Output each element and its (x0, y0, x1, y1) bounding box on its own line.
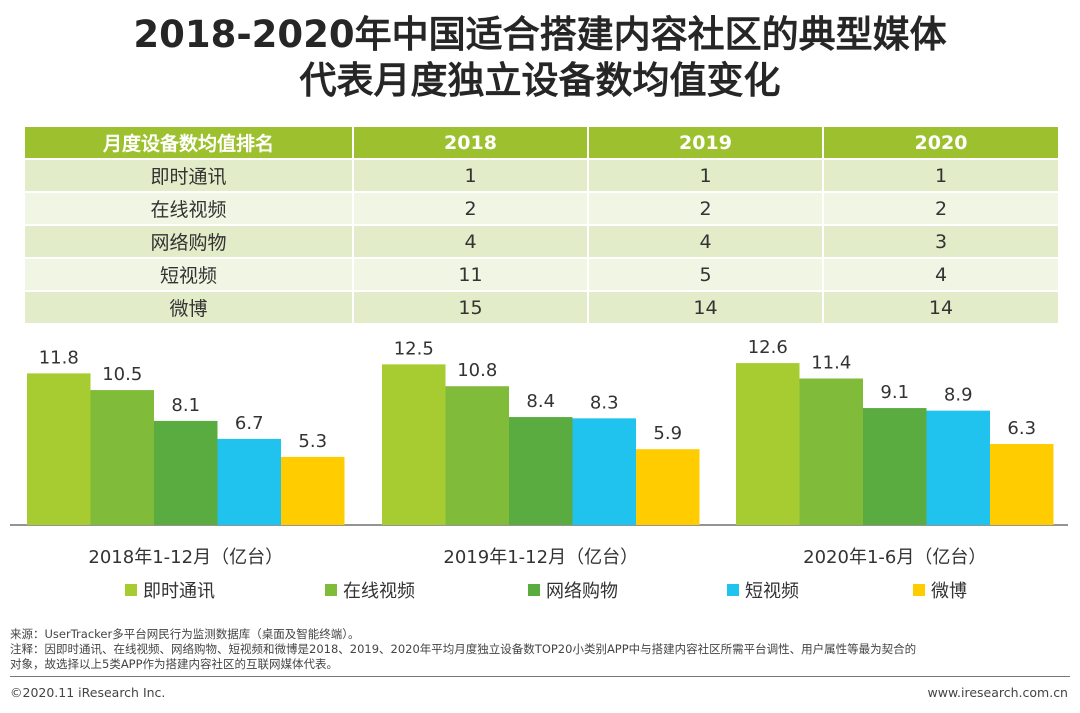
legend-item: 网络购物 (528, 577, 618, 603)
legend-swatch (528, 584, 540, 596)
cell-2018: 11 (353, 257, 589, 291)
bar (636, 449, 700, 525)
data-label: 10.8 (457, 360, 497, 381)
header-2020: 2020 (823, 127, 1058, 159)
legend-item: 微博 (913, 577, 967, 603)
cell-2020: 1 (823, 158, 1058, 192)
cell-2018: 15 (353, 290, 589, 323)
legend-label: 微博 (931, 581, 967, 602)
cell-2020: 2 (823, 191, 1058, 225)
table-row: 在线视频 2 2 2 (25, 191, 1058, 225)
data-label: 5.9 (653, 423, 682, 444)
category-label: 2018年1-12月（亿台） (88, 547, 283, 568)
cell-2018: 4 (353, 224, 589, 258)
data-label: 10.5 (102, 364, 142, 385)
category-label: 2019年1-12月（亿台） (443, 547, 638, 568)
header-2018: 2018 (353, 127, 589, 159)
annotation-note-line-2: 对象，故选择以上5类APP作为搭建内容社区的互联网媒体代表。 (10, 657, 339, 671)
data-label: 8.3 (590, 392, 619, 413)
bar (217, 438, 281, 525)
bar (572, 418, 636, 525)
table-row: 即时通讯 1 1 1 (25, 158, 1058, 192)
data-label: 8.9 (944, 385, 973, 406)
data-label: 12.5 (394, 338, 434, 359)
legend-label: 即时通讯 (143, 581, 215, 602)
copyright: ©2020.11 iResearch Inc. (10, 685, 166, 700)
table-row: 网络购物 4 4 3 (25, 224, 1058, 258)
ranking-table-header: 月度设备数均值排名 2018 2019 2020 (25, 127, 1058, 159)
bar-chart: 11.8 10.5 8.1 6.7 5.3 2018年1-12月（亿台） 12.5 10.8 8… (10, 337, 1068, 568)
bar (154, 420, 218, 525)
footnote: 来源：UserTracker多平台网民行为监测数据库（桌面及智能终端）。 注释：… (10, 627, 1070, 672)
row-label: 网络购物 (25, 224, 354, 258)
data-label: 5.3 (298, 431, 327, 452)
cell-2020: 14 (823, 290, 1058, 323)
cell-2019: 4 (588, 224, 824, 258)
cell-2020: 4 (823, 257, 1058, 291)
ranking-table: 月度设备数均值排名 2018 2019 2020 即时通讯 1 1 1 在线视频… (25, 127, 1058, 323)
cell-2019: 2 (588, 191, 824, 225)
legend-label: 短视频 (745, 581, 799, 602)
data-label: 9.1 (880, 382, 909, 403)
row-label: 微博 (25, 290, 354, 323)
legend-label: 在线视频 (343, 581, 415, 602)
legend-item: 在线视频 (325, 577, 415, 603)
annotation-note-line-1: 注释：因即时通讯、在线视频、网络购物、短视频和微博是2018、2019、2020… (10, 642, 917, 656)
legend-item: 短视频 (727, 577, 799, 603)
cell-2019: 14 (588, 290, 824, 323)
legend-swatch (727, 584, 739, 596)
data-label: 11.8 (39, 347, 79, 368)
data-label: 6.7 (235, 413, 264, 434)
bar (736, 363, 800, 525)
row-label: 短视频 (25, 257, 354, 291)
data-label: 8.4 (526, 391, 555, 412)
data-label: 12.6 (748, 337, 788, 358)
table-row: 微博 15 14 14 (25, 290, 1058, 323)
bar (90, 390, 154, 525)
bar (27, 373, 91, 525)
page-title: 2018-2020年中国适合搭建内容社区的典型媒体 代表月度独立设备数均值变化 (0, 12, 1080, 104)
bar (509, 417, 573, 525)
title-line-2: 代表月度独立设备数均值变化 (299, 59, 781, 102)
legend-swatch (913, 584, 925, 596)
row-label: 即时通讯 (25, 158, 354, 192)
bar (382, 364, 446, 525)
cell-2019: 1 (588, 158, 824, 192)
cell-2018: 2 (353, 191, 589, 225)
chart-legend: 即时通讯 在线视频 网络购物 短视频 微博 (0, 577, 1080, 603)
source-note: 来源：UserTracker多平台网民行为监测数据库（桌面及智能终端）。 (10, 627, 360, 641)
bar (281, 456, 345, 525)
data-label: 11.4 (811, 353, 851, 374)
data-label: 8.1 (171, 395, 200, 416)
bar (799, 378, 863, 525)
row-label: 在线视频 (25, 191, 354, 225)
table-row: 短视频 11 5 4 (25, 257, 1058, 291)
legend-swatch (325, 584, 337, 596)
legend-label: 网络购物 (546, 581, 618, 602)
title-line-1: 2018-2020年中国适合搭建内容社区的典型媒体 (133, 13, 947, 56)
header-2019: 2019 (588, 127, 824, 159)
bar (445, 386, 509, 525)
cell-2020: 3 (823, 224, 1058, 258)
bar (863, 408, 927, 525)
category-label: 2020年1-6月（亿台） (803, 547, 986, 568)
cell-2019: 5 (588, 257, 824, 291)
legend-swatch (125, 584, 137, 596)
header-rank-label: 月度设备数均值排名 (25, 127, 354, 159)
footer-divider (10, 676, 1070, 677)
cell-2018: 1 (353, 158, 589, 192)
bar (926, 410, 990, 525)
legend-item: 即时通讯 (125, 577, 215, 603)
data-label: 6.3 (1007, 418, 1036, 439)
bar (990, 444, 1054, 525)
website-link: www.iresearch.com.cn (927, 685, 1069, 700)
